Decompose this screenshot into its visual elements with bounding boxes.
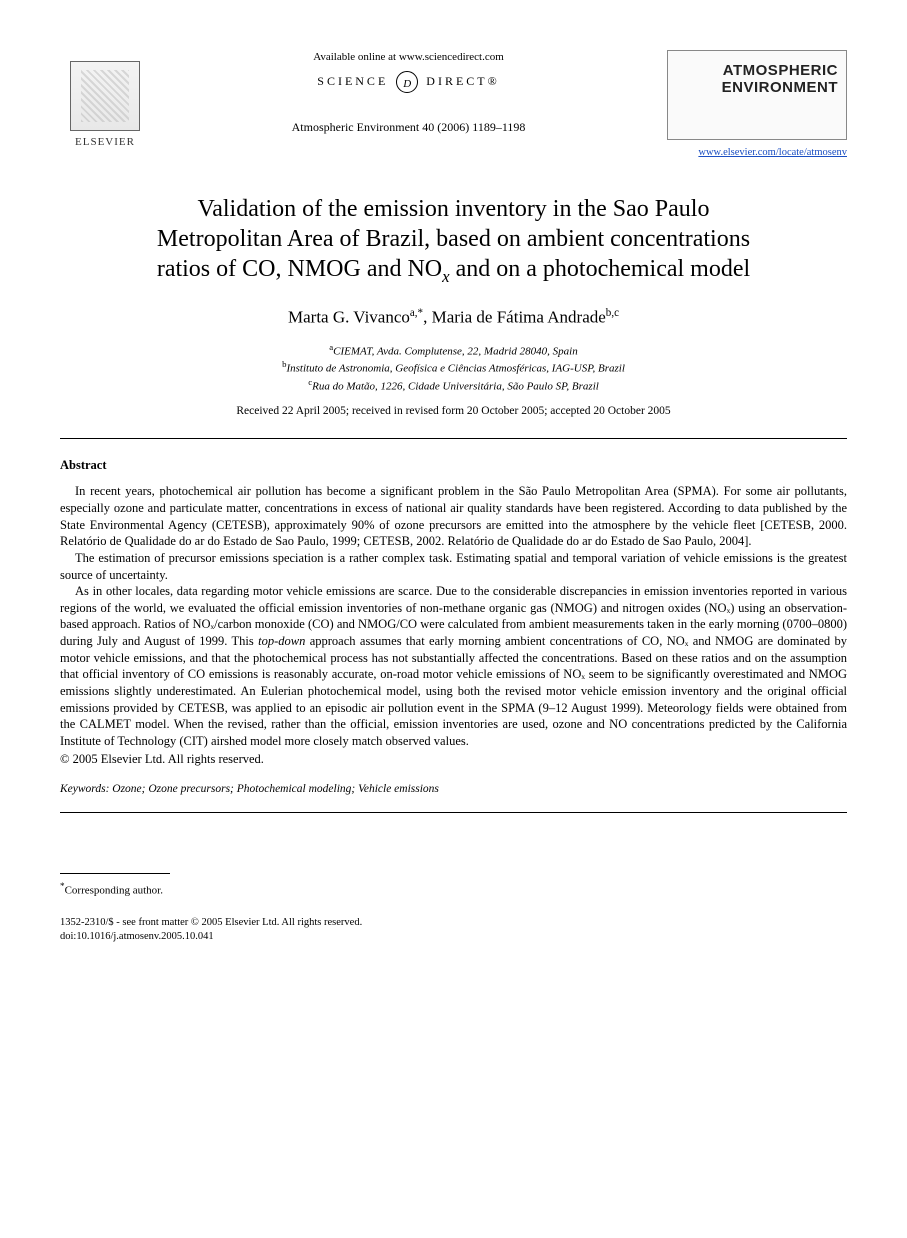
author-list: Marta G. Vivancoa,*, Maria de Fátima And…	[60, 306, 847, 330]
sd-logo-right: DIRECT®	[426, 74, 499, 88]
front-matter-line: 1352-2310/$ - see front matter © 2005 El…	[60, 916, 847, 930]
author-1-affil-marker: a,*	[410, 307, 423, 319]
publisher-name: ELSEVIER	[75, 135, 135, 150]
journal-homepage-link[interactable]: www.elsevier.com/locate/atmosenv	[667, 146, 847, 160]
elsevier-tree-icon	[70, 61, 140, 131]
sciencedirect-logo: SCIENCE d DIRECT®	[170, 71, 647, 93]
abstract-p3-italic: top-down	[258, 634, 305, 648]
author-2-name: Maria de Fátima Andrade	[432, 308, 606, 327]
affiliation-c: Rua do Matão, 1226, Cidade Universitária…	[312, 380, 599, 392]
affiliations: aCIEMAT, Avda. Complutense, 22, Madrid 2…	[60, 342, 847, 395]
keywords-line: Keywords: Ozone; Ozone precursors; Photo…	[60, 782, 847, 798]
abstract-p3-b: approach assumes that early morning ambi…	[60, 634, 847, 748]
journal-citation: Atmospheric Environment 40 (2006) 1189–1…	[170, 119, 647, 135]
keywords-label: Keywords:	[60, 783, 109, 795]
publisher-logo: ELSEVIER	[60, 50, 150, 150]
horizontal-rule-top	[60, 438, 847, 439]
footnote-text: Corresponding author.	[65, 884, 163, 896]
journal-box: ATMOSPHERIC ENVIRONMENT www.elsevier.com…	[667, 50, 847, 160]
keywords-text: Ozone; Ozone precursors; Photochemical m…	[109, 783, 439, 795]
available-online-text: Available online at www.sciencedirect.co…	[170, 50, 647, 65]
abstract-para-2: The estimation of precursor emissions sp…	[60, 550, 847, 583]
article-dates: Received 22 April 2005; received in revi…	[60, 404, 847, 420]
horizontal-rule-bottom	[60, 812, 847, 813]
journal-title-line1: ATMOSPHERIC	[676, 63, 838, 80]
affiliation-b: Instituto de Astronomia, Geofísica e Ciê…	[286, 363, 624, 375]
corresponding-author-footnote: *Corresponding author.	[60, 880, 847, 899]
title-line2: Metropolitan Area of Brazil, based on am…	[157, 226, 750, 252]
doi-line: doi:10.1016/j.atmosenv.2005.10.041	[60, 930, 847, 944]
author-sep: ,	[423, 308, 432, 327]
affiliation-a: CIEMAT, Avda. Complutense, 22, Madrid 28…	[333, 345, 578, 357]
abstract-body: In recent years, photochemical air pollu…	[60, 483, 847, 768]
title-line1: Validation of the emission inventory in …	[198, 196, 710, 222]
abstract-copyright: © 2005 Elsevier Ltd. All rights reserved…	[60, 751, 847, 768]
page-footer: 1352-2310/$ - see front matter © 2005 El…	[60, 916, 847, 943]
abstract-para-1: In recent years, photochemical air pollu…	[60, 483, 847, 550]
footnote-rule	[60, 873, 170, 874]
sd-d-icon: d	[396, 71, 418, 93]
journal-cover: ATMOSPHERIC ENVIRONMENT	[667, 50, 847, 140]
author-2-affil-marker: b,c	[606, 307, 619, 319]
abstract-heading: Abstract	[60, 457, 847, 474]
sd-logo-left: SCIENCE	[317, 74, 388, 88]
author-1-name: Marta G. Vivanco	[288, 308, 410, 327]
header-center: Available online at www.sciencedirect.co…	[150, 50, 667, 135]
article-title: Validation of the emission inventory in …	[60, 194, 847, 288]
title-line3-pre: ratios of CO, NMOG and NO	[157, 256, 442, 282]
journal-title-line2: ENVIRONMENT	[676, 80, 838, 97]
page-header: ELSEVIER Available online at www.science…	[60, 50, 847, 160]
abstract-para-3: As in other locales, data regarding moto…	[60, 583, 847, 749]
title-nox-subscript: x	[442, 267, 449, 286]
title-line3-post: and on a photochemical model	[450, 256, 751, 282]
